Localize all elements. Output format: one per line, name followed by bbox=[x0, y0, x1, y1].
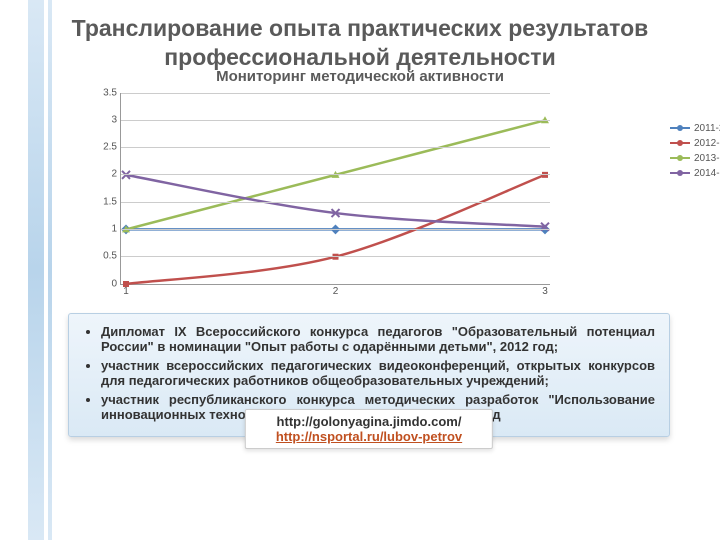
legend-label: 2014-2015 bbox=[694, 168, 720, 179]
achievement-item: участник всероссийских педагогических ви… bbox=[101, 358, 655, 388]
legend-mark bbox=[670, 142, 690, 144]
gridline bbox=[121, 229, 550, 230]
y-axis-label: 0 bbox=[111, 278, 117, 289]
gridline bbox=[121, 256, 550, 257]
gridline bbox=[121, 147, 550, 148]
y-axis-label: 3.5 bbox=[103, 87, 117, 98]
links-box: http://golonyagina.jimdo.com/ http://nsp… bbox=[245, 409, 493, 449]
chart-container: 00.511.522.533.5123 2011-20122012-201320… bbox=[90, 93, 660, 303]
legend-mark bbox=[670, 157, 690, 159]
y-axis-label: 2 bbox=[111, 169, 117, 180]
chart-subtitle: Мониторинг методической активности bbox=[0, 68, 720, 85]
legend-item: 2011-2012 bbox=[670, 123, 720, 134]
chart-legend: 2011-2012 2012-2013 2013-2014 2014-2015 bbox=[670, 123, 720, 183]
legend-label: 2011-2012 bbox=[694, 123, 720, 134]
y-axis-label: 1.5 bbox=[103, 196, 117, 207]
y-axis-label: 3 bbox=[111, 114, 117, 125]
link-2[interactable]: http://nsportal.ru/lubov-petrov bbox=[276, 429, 462, 444]
chart-plot-area: 00.511.522.533.5123 bbox=[120, 93, 550, 285]
x-axis-label: 3 bbox=[542, 286, 548, 297]
x-axis-label: 2 bbox=[333, 286, 339, 297]
legend-mark bbox=[670, 172, 690, 174]
gridline bbox=[121, 93, 550, 94]
achievement-item: Дипломат IX Всероссийского конкурса педа… bbox=[101, 324, 655, 354]
page-title: Транслирование опыта практических резуль… bbox=[0, 0, 720, 72]
legend-label: 2013-2014 bbox=[694, 153, 720, 164]
gridline bbox=[121, 120, 550, 121]
gridline bbox=[121, 174, 550, 175]
gridline bbox=[121, 202, 550, 203]
y-axis-label: 0.5 bbox=[103, 251, 117, 262]
x-axis-label: 1 bbox=[123, 286, 129, 297]
legend-item: 2014-2015 bbox=[670, 168, 720, 179]
achievements-list: Дипломат IX Всероссийского конкурса педа… bbox=[83, 324, 655, 422]
legend-item: 2012-2013 bbox=[670, 138, 720, 149]
legend-label: 2012-2013 bbox=[694, 138, 720, 149]
chart-lines bbox=[121, 93, 550, 284]
link-1[interactable]: http://golonyagina.jimdo.com/ bbox=[277, 414, 462, 429]
y-axis-label: 2.5 bbox=[103, 142, 117, 153]
legend-item: 2013-2014 bbox=[670, 153, 720, 164]
info-box-wrapper: Дипломат IX Всероссийского конкурса педа… bbox=[68, 313, 670, 437]
y-axis-label: 1 bbox=[111, 223, 117, 234]
legend-mark bbox=[670, 127, 690, 129]
